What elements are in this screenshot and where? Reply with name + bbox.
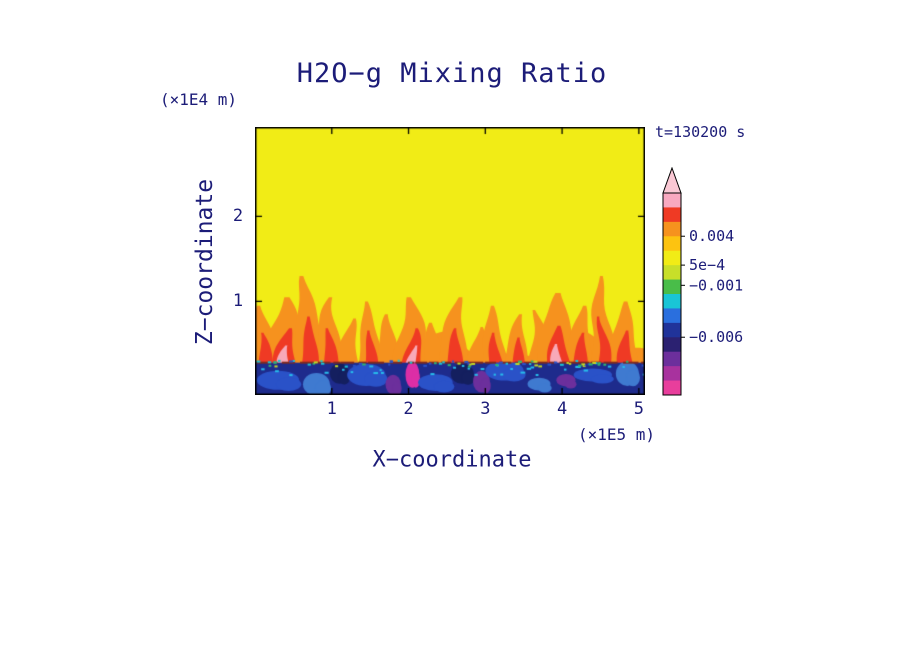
colorbar-segment — [663, 279, 681, 295]
colorbar-segment — [663, 294, 681, 309]
colorbar-label: 5e−4 — [689, 256, 725, 274]
z-axis-units-label: (×1E4 m) — [160, 90, 238, 109]
colorbar-segment — [663, 207, 681, 223]
heatmap-field — [255, 127, 645, 395]
z-axis-title: Z−coordinate — [192, 178, 218, 346]
plot-title: H2O−g Mixing Ratio — [296, 58, 608, 89]
colorbar-segment — [663, 308, 681, 324]
colorbar: 0.004 5e−4 −0.001 −0.006 — [662, 167, 743, 396]
colorbar-label: −0.001 — [689, 276, 743, 294]
x-tick-label: 3 — [480, 399, 491, 419]
time-label: t=130200 s — [655, 123, 746, 141]
x-axis-units-label: (×1E5 m) — [577, 425, 655, 444]
colorbar-segment — [663, 380, 681, 396]
colorbar-segment — [663, 193, 681, 208]
x-tick-label: 1 — [326, 399, 337, 419]
x-tick-label: 5 — [633, 399, 644, 419]
x-tick-label: 4 — [556, 399, 568, 419]
colorbar-outline — [662, 192, 682, 396]
colorbar-segment — [663, 337, 681, 353]
x-axis-title: X−coordinate — [372, 447, 532, 473]
colorbar-arrow-icon — [662, 167, 682, 194]
colorbar-label: 0.004 — [689, 227, 734, 245]
colorbar-segment — [663, 366, 681, 382]
colorbar-segment — [663, 351, 681, 367]
z-tick-label: 2 — [232, 206, 244, 227]
x-tick-label: 2 — [403, 399, 414, 419]
colorbar-segment — [663, 265, 681, 281]
colorbar-segment — [663, 322, 681, 338]
colorbar-segment — [663, 221, 681, 237]
colorbar-label: −0.006 — [689, 328, 743, 346]
z-tick-label: 1 — [232, 291, 244, 312]
colorbar-segment — [663, 236, 681, 252]
colorbar-segment — [663, 250, 681, 266]
